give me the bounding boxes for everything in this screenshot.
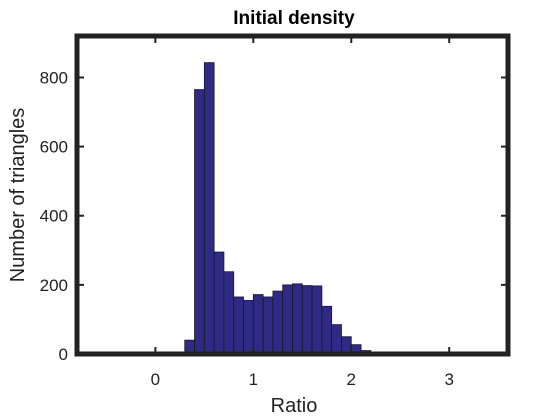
histogram-bar xyxy=(223,271,235,355)
histogram-bar xyxy=(252,294,264,355)
x-axis-label: Ratio xyxy=(271,395,318,417)
histogram-bar xyxy=(321,305,333,355)
y-axis-label: Number of triangles xyxy=(7,108,29,283)
ticks-group: 0 1 2 3 0 200 400 600 800 xyxy=(40,36,508,389)
histogram-bar xyxy=(213,251,225,355)
x-tick-label: 1 xyxy=(249,370,258,389)
histogram-bar xyxy=(194,89,205,355)
plot-frame xyxy=(74,33,511,357)
y-tick-label: 800 xyxy=(40,68,68,87)
histogram-bar xyxy=(311,285,323,355)
y-tick-label: 200 xyxy=(40,276,68,295)
histogram-bar xyxy=(301,285,313,355)
y-tick-label: 600 xyxy=(40,138,68,157)
x-tick-label: 0 xyxy=(151,370,160,389)
histogram-bar xyxy=(331,324,342,355)
y-tick-label: 400 xyxy=(40,207,68,226)
histogram-bar xyxy=(272,290,284,355)
y-tick-label: 0 xyxy=(59,345,68,364)
x-tick-label: 2 xyxy=(347,370,356,389)
histogram-bar xyxy=(243,300,254,355)
x-tick-label: 3 xyxy=(444,370,453,389)
histogram-bar xyxy=(262,296,274,355)
histogram-bar xyxy=(233,296,244,355)
histogram-bar xyxy=(282,284,293,355)
chart-title: Initial density xyxy=(233,8,355,29)
histogram-bar xyxy=(203,62,215,355)
histogram-bar xyxy=(292,283,303,355)
histogram-bar xyxy=(341,336,352,355)
bars-group xyxy=(184,62,460,355)
